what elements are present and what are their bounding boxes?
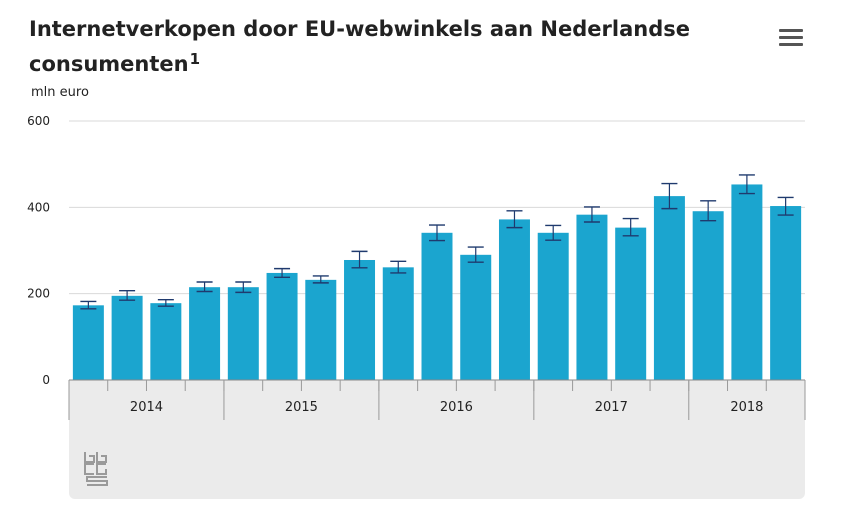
bar: [421, 232, 453, 380]
bar: [498, 219, 530, 380]
hamburger-menu-icon[interactable]: [779, 29, 803, 47]
bar: [382, 267, 414, 380]
y-axis-label: mln euro: [31, 85, 89, 100]
logo-area: [69, 420, 805, 499]
x-tick-label: 2014: [130, 400, 163, 415]
x-axis-band: [69, 380, 805, 420]
x-tick-label: 2018: [730, 400, 763, 415]
menu-line: [779, 36, 803, 39]
bar: [150, 303, 182, 380]
bar: [305, 279, 337, 380]
y-tick-label: 400: [27, 200, 50, 214]
x-tick-label: 2015: [285, 400, 318, 415]
menu-line: [779, 43, 803, 46]
y-tick-label: 600: [27, 114, 50, 128]
bar: [615, 227, 647, 380]
bar: [460, 254, 492, 380]
bar: [692, 211, 724, 380]
bar: [266, 272, 298, 380]
y-tick-label: 200: [27, 287, 50, 301]
bar: [537, 232, 569, 380]
bar: [189, 287, 221, 380]
x-tick-label: 2017: [595, 400, 628, 415]
title-text: Internetverkopen door EU-webwinkels aan …: [29, 17, 690, 76]
bar: [576, 214, 608, 380]
x-tick-label: 2016: [440, 400, 473, 415]
chart-title: Internetverkopen door EU-webwinkels aan …: [29, 14, 749, 79]
bar: [344, 259, 376, 380]
bar: [653, 196, 685, 380]
cbs-logo-icon: [84, 452, 108, 486]
bar: [72, 305, 104, 380]
bar: [731, 184, 763, 380]
bar: [111, 295, 143, 380]
bar: [227, 287, 259, 380]
y-tick-label: 0: [42, 373, 50, 387]
footnote-marker: 1: [189, 50, 201, 68]
bar: [770, 206, 802, 380]
menu-line: [779, 29, 803, 32]
